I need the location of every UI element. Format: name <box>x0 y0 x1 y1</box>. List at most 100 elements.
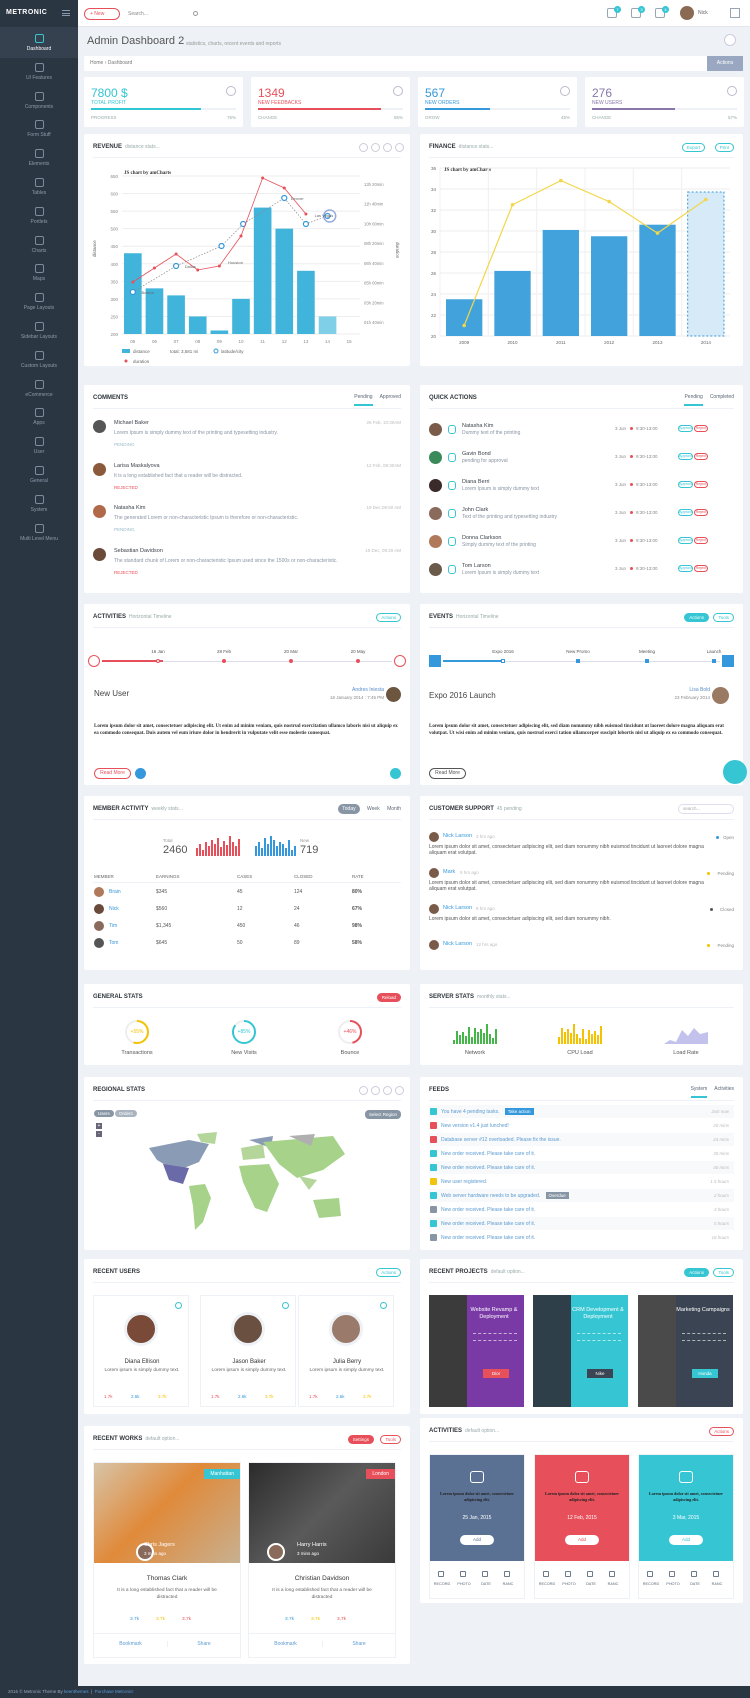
add-user-icon[interactable] <box>282 1302 289 1309</box>
sidebar-item-system[interactable]: System <box>0 488 78 519</box>
timeline-dot[interactable] <box>289 659 293 663</box>
event-author[interactable]: Lisa Bold <box>689 687 710 693</box>
tab-orders[interactable]: Orders <box>115 1110 137 1117</box>
activity-footer-icon[interactable] <box>587 1571 593 1577</box>
events-prev-icon[interactable] <box>429 655 441 667</box>
tab-week[interactable]: Week <box>367 806 380 812</box>
approve-button[interactable]: Approve <box>678 481 694 488</box>
project-tag[interactable]: Honda <box>692 1369 718 1378</box>
timeline-date[interactable]: Launch <box>706 649 722 654</box>
timeline-dot[interactable] <box>156 659 160 663</box>
member-name[interactable]: Tim <box>109 923 118 929</box>
user-name[interactable]: Nick <box>698 10 708 16</box>
sidebar-item-multi-level-menu[interactable]: Multi Level Menu <box>0 517 78 548</box>
events-tools-button[interactable]: Tools <box>713 613 734 622</box>
refresh-icon[interactable] <box>359 1086 368 1095</box>
activity-footer-label[interactable]: DATE <box>586 1582 596 1586</box>
timeline-date[interactable]: 20 Mar <box>283 649 298 654</box>
search-input[interactable]: Search... <box>128 9 198 19</box>
recent-users-actions-button[interactable]: Actions <box>376 1268 401 1277</box>
read-more-button[interactable]: Read More <box>94 768 131 779</box>
sidebar-item-form-stuff[interactable]: Form Stuff <box>0 113 78 144</box>
comment-status[interactable]: REJECTED <box>114 569 138 575</box>
activity-footer-label[interactable]: PHOTO <box>666 1582 680 1586</box>
activity-footer-label[interactable]: RECORD <box>642 1582 660 1586</box>
sidebar-item-general[interactable]: General <box>0 459 78 490</box>
add-user-icon[interactable] <box>380 1302 387 1309</box>
inbox-icon[interactable] <box>631 8 641 18</box>
activity-footer-label[interactable]: DATE <box>481 1582 491 1586</box>
commenter-name[interactable]: Sebastian Davidson <box>114 547 163 554</box>
activity-add-button[interactable]: Add <box>460 1535 494 1545</box>
projects-tools-button[interactable]: Tools <box>713 1268 734 1277</box>
user-name[interactable]: Julia Berry <box>332 1359 362 1365</box>
zoom-in-button[interactable]: + <box>96 1123 102 1129</box>
action-name[interactable]: Natasha Kim <box>462 423 494 429</box>
sidebar-item-user[interactable]: User <box>0 430 78 461</box>
sidebar-item-elements[interactable]: Elements <box>0 142 78 173</box>
server-stat-label[interactable]: CPU Load <box>567 1050 593 1056</box>
timeline-date[interactable]: Expo 2016 <box>492 649 514 654</box>
wrench-icon[interactable] <box>371 143 380 152</box>
add-user-icon[interactable] <box>175 1302 182 1309</box>
approve-button[interactable]: Approve <box>678 425 694 432</box>
commenter-name[interactable]: Natasha Kim <box>114 505 146 511</box>
ticket-author[interactable]: Nick Larson <box>443 833 473 839</box>
ticket-status[interactable]: Open <box>722 835 734 840</box>
reject-button[interactable]: Reject <box>694 537 708 544</box>
reject-button[interactable]: Reject <box>694 565 708 572</box>
action-name[interactable]: Gavin Bond <box>462 451 491 457</box>
user-name[interactable]: Jason Baker <box>232 1359 266 1365</box>
quick-nav-icon[interactable] <box>723 760 747 784</box>
support-search-input[interactable]: search... <box>678 804 734 814</box>
approve-button[interactable]: Approve <box>678 565 694 572</box>
activity-footer-icon[interactable] <box>504 1571 510 1577</box>
ticket-status[interactable]: Closed <box>719 907 734 912</box>
tab-pending[interactable]: Pending <box>684 394 703 406</box>
menu-toggle-icon[interactable] <box>62 10 70 16</box>
activity-footer-label[interactable]: PHOTO <box>457 1582 471 1586</box>
activity-footer-icon[interactable] <box>713 1571 719 1577</box>
timeline-next-icon[interactable] <box>394 655 406 667</box>
ticket-author[interactable]: Nick Larson <box>443 941 473 947</box>
member-name[interactable]: Brain <box>109 889 121 895</box>
tab-activities[interactable]: Activities <box>714 1086 734 1092</box>
world-map[interactable] <box>139 1126 359 1238</box>
server-stat-label[interactable]: Load Rate <box>673 1050 699 1056</box>
project-card[interactable]: Marketing Campaigns Honda <box>638 1295 733 1407</box>
bell-icon[interactable] <box>607 8 617 18</box>
comment-status[interactable]: PENDING <box>114 527 135 532</box>
ticket-status[interactable]: Pending <box>717 943 734 948</box>
tab-system[interactable]: System <box>690 1086 708 1098</box>
projects-actions-button[interactable]: Actions <box>684 1268 709 1277</box>
footer-purchase-link[interactable]: Purchase Metronic! <box>94 1689 134 1694</box>
sidebar-item-apps[interactable]: Apps <box>0 401 78 432</box>
footer-keenthemes-link[interactable]: keenthemes <box>64 1689 89 1694</box>
activity-footer-icon[interactable] <box>460 1571 466 1577</box>
calendar-icon[interactable] <box>655 8 665 18</box>
share-button[interactable]: Share <box>322 1641 395 1647</box>
activity-footer-icon[interactable] <box>609 1571 615 1577</box>
timeline-date[interactable]: 28 Feb <box>216 649 231 654</box>
events-actions-button[interactable]: Actions <box>684 613 709 622</box>
comment-status[interactable]: REJECTED <box>114 484 138 490</box>
project-tag[interactable]: Dior <box>483 1369 509 1378</box>
settings-gear-icon[interactable] <box>724 34 736 46</box>
sidebar-item-ui-features[interactable]: UI Features <box>0 56 78 87</box>
action-name[interactable]: Donna Clarkson <box>462 535 502 541</box>
work-tag[interactable]: Manhattan <box>204 1469 240 1479</box>
timeline-date[interactable]: 20 May <box>350 649 366 654</box>
brand-logo[interactable]: METRONIC <box>0 0 78 27</box>
timeline-date[interactable]: 16 Jan <box>151 649 165 654</box>
refresh-icon[interactable] <box>359 143 368 152</box>
fullscreen-icon[interactable] <box>383 1086 392 1095</box>
timeline-dot[interactable] <box>222 659 226 663</box>
sidebar-item-sidebar-layouts[interactable]: Sidebar Layouts <box>0 315 78 346</box>
ticket-status[interactable]: Pending <box>717 871 734 876</box>
member-name[interactable]: Nick <box>109 906 119 912</box>
approve-button[interactable]: Approve <box>678 509 694 516</box>
member-name[interactable]: Tom <box>109 940 119 946</box>
user-name[interactable]: Diana Ellison <box>124 1359 160 1365</box>
sidebar-item-tables[interactable]: Tables <box>0 171 78 202</box>
activity-footer-icon[interactable] <box>647 1571 653 1577</box>
